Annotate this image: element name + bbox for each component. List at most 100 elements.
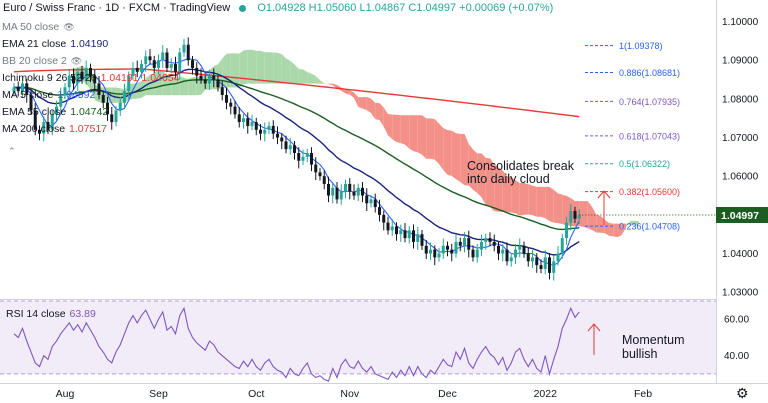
ichimoku-cloud-segment [502,170,507,212]
ichimoku-cloud-segment [460,133,465,186]
ichimoku-cloud-segment [362,97,367,111]
candle-body [535,257,539,266]
eye-crossed-icon[interactable]: 👁 [70,56,83,66]
candle-body [475,249,479,258]
candle-body [178,52,182,72]
ichimoku-cloud-segment [116,87,121,103]
rsi-band [0,301,716,374]
legend-row[interactable]: Ichimoku 9 26 52 26 1.04191 1.04654 [2,70,179,87]
candle-body [38,129,41,134]
rsi-up-arrow-head-icon [587,323,601,332]
settings-gear-icon[interactable]: ⚙ [736,385,749,401]
candle-body [131,67,135,76]
legend-value: 1.04592 [57,89,96,101]
rsi-label[interactable]: RSI 14 close [6,308,66,320]
ichimoku-cloud-segment [256,50,261,84]
ichimoku-cloud-segment [345,89,350,95]
candle-body [29,95,33,111]
ichimoku-cloud-segment [536,186,541,217]
candle-body [110,114,114,123]
candle-body [16,87,20,92]
ichimoku-cloud-segment [396,114,401,144]
ichimoku-cloud-segment [490,158,495,212]
ichimoku-cloud-segment [179,76,184,96]
eye-crossed-icon[interactable]: 👁 [63,22,75,32]
candle-body [501,249,505,254]
candle-body [220,87,224,95]
time-tick-label: Dec [438,388,457,400]
candle-body [127,75,131,92]
candle-body [267,125,271,130]
ichimoku-cloud-segment [473,149,478,194]
candle-body [182,44,186,53]
candle-body [531,257,534,262]
candle-body [186,44,190,61]
candle-body [288,145,292,150]
price-tick-label: 1.07000 [722,133,759,144]
legend-row[interactable]: MA 200 close 1.07517 [2,121,179,138]
ichimoku-cloud-segment [592,206,597,233]
ichimoku-cloud-segment [320,80,325,84]
chart-header: Euro / Swiss Franc · 1D · FXCM · Trading… [3,2,553,14]
legend-row[interactable]: EMA 21 close 1.04190 [2,36,179,53]
rsi-legend: RSI 14 close 63.89 [6,308,96,320]
candle-body [33,110,37,130]
ma200-line [13,68,580,118]
candle-body [203,79,207,84]
ichimoku-cloud-segment [579,201,584,227]
candle-body [373,199,377,208]
candle-body [225,95,228,103]
ichimoku-cloud-segment [587,201,592,230]
legend-label: MA 200 close [2,123,66,135]
ichimoku-cloud-segment [303,69,308,84]
ema55-line [13,79,580,231]
legend-row[interactable]: MA 5 close 1.04592 [2,87,179,104]
legend-row[interactable]: EMA 55 close 1.04742 [2,104,179,121]
time-tick-label: 2022 [534,388,558,400]
legend-row[interactable]: MA 50 close 👁 [2,19,179,36]
candle-body [101,95,105,103]
ichimoku-cloud-segment [375,102,380,120]
candle-body [297,153,301,161]
legend-label: MA 50 close [2,21,60,33]
candle-body [169,64,173,68]
time-tick-label: Feb [634,388,652,400]
ichimoku-cloud-segment [558,193,563,224]
ichimoku-cloud-segment [277,52,282,84]
ichimoku-cloud-segment [507,176,512,213]
symbol-title[interactable]: Euro / Swiss Franc · 1D · FXCM · Trading… [3,2,231,14]
candle-body [237,114,241,123]
candle-body [424,245,428,254]
legend-row[interactable]: BB 20 close 2 👁 [2,53,179,70]
candle-body [441,245,445,254]
ichimoku-cloud-segment [269,52,274,84]
candle-body [84,67,88,80]
candle-body [437,253,441,258]
ichimoku-cloud-segment [400,115,405,145]
ichimoku-cloud-segment [235,53,240,88]
candle-body [518,245,522,250]
candle-body [144,56,148,65]
rsi-line [13,306,580,382]
time-tick-label: Aug [56,388,75,400]
ichimoku-cloud-segment [609,222,614,237]
candle-body [526,253,530,262]
ichimoku-cloud-segment [494,164,499,212]
legend-label: MA 5 close [2,89,54,101]
ichimoku-cloud-segment [290,60,295,84]
ichimoku-cloud-segment [264,52,269,84]
collapse-legend-icon[interactable]: ⌃ [8,146,16,156]
candle-body [522,245,526,254]
candle-body [429,249,432,254]
ichimoku-cloud-segment [371,98,376,120]
candle-body [229,102,233,107]
price-tick-label: 1.08000 [722,94,759,105]
candle-body [446,245,449,250]
ohlc-readout: O1.04928 H1.05060 L1.04867 C1.04997 +0.0… [257,2,554,14]
candle-body [216,79,220,88]
ichimoku-cloud-segment [634,220,639,226]
ichimoku-cloud-segment [451,130,456,180]
legend-value: 1.04191 1.04654 [100,72,180,84]
